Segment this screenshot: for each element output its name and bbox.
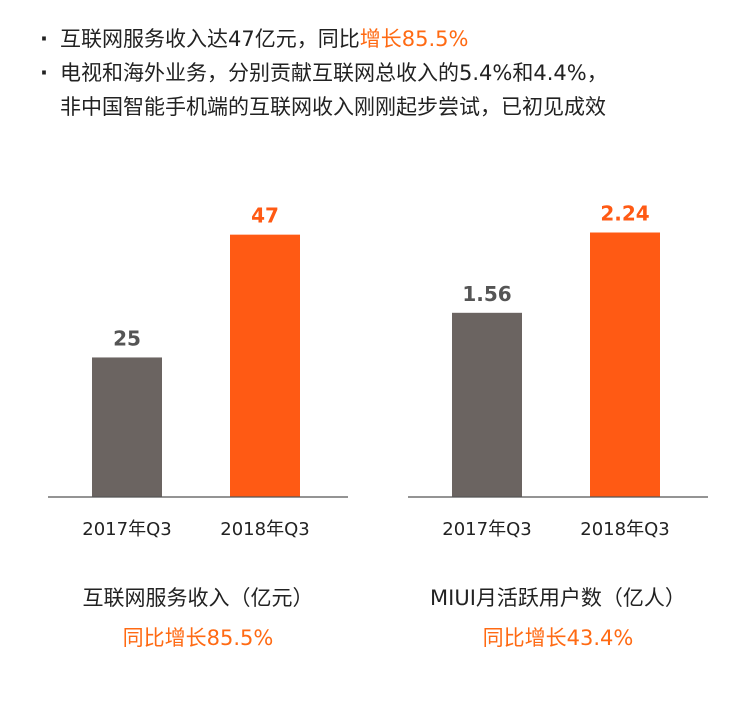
bullet-tv-overseas-line1: 电视和海外业务，分别贡献互联网总收入的5.4%和4.4%， — [60, 61, 608, 85]
bullet-tv-overseas-line2: 非中国智能手机端的互联网收入刚刚起步尝试，已初见成效 — [60, 95, 606, 119]
miui-mau-chart: 1.56 2017年Q3 2.24 2018年Q3 MIUI月活跃用户数（亿人） 同比… — [388, 150, 728, 670]
bullet-marker: · — [40, 27, 48, 51]
bar-2018年Q3 — [230, 234, 300, 497]
internet-revenue-chart-svg: 25 2017年Q3 47 2018年Q3 — [48, 204, 348, 540]
bullet-revenue-text: 互联网服务收入达47亿元，同比 — [60, 27, 360, 51]
internet-revenue-chart-title: 互联网服务收入（亿元） — [82, 586, 314, 610]
bar-value-label: 25 — [113, 326, 141, 350]
bullet-tv-overseas: · 电视和海外业务，分别贡献互联网总收入的5.4%和4.4%， 非中国智能手机端… — [38, 56, 730, 124]
miui-mau-growth: 同比增长43.4% — [482, 626, 634, 650]
bullet-revenue-highlight: 增长85.5% — [359, 27, 469, 51]
x-tick-label: 2017年Q3 — [82, 519, 171, 540]
bullet-marker: · — [40, 61, 48, 85]
bullet-revenue: · 互联网服务收入达47亿元，同比增长85.5% — [38, 22, 730, 56]
bar-2017年Q3 — [92, 357, 162, 497]
internet-revenue-growth: 同比增长85.5% — [122, 626, 274, 650]
internet-revenue-chart: 25 2017年Q3 47 2018年Q3 互联网服务收入（亿元） 同比增长85.5% — [28, 150, 368, 670]
bullet-list: · 互联网服务收入达47亿元，同比增长85.5% · 电视和海外业务，分别贡献互… — [38, 22, 730, 124]
x-tick-label: 2018年Q3 — [220, 519, 309, 540]
miui-mau-chart-title: MIUI月活跃用户数（亿人） — [430, 586, 686, 610]
bar-2018年Q3 — [590, 232, 660, 497]
bar-value-label: 2.24 — [600, 202, 649, 226]
x-tick-label: 2018年Q3 — [580, 519, 669, 540]
miui-mau-chart-svg: 1.56 2017年Q3 2.24 2018年Q3 — [408, 202, 708, 540]
bar-2017年Q3 — [452, 312, 522, 497]
x-tick-label: 2017年Q3 — [442, 519, 531, 540]
bar-value-label: 47 — [251, 204, 279, 228]
bar-value-label: 1.56 — [462, 282, 511, 306]
